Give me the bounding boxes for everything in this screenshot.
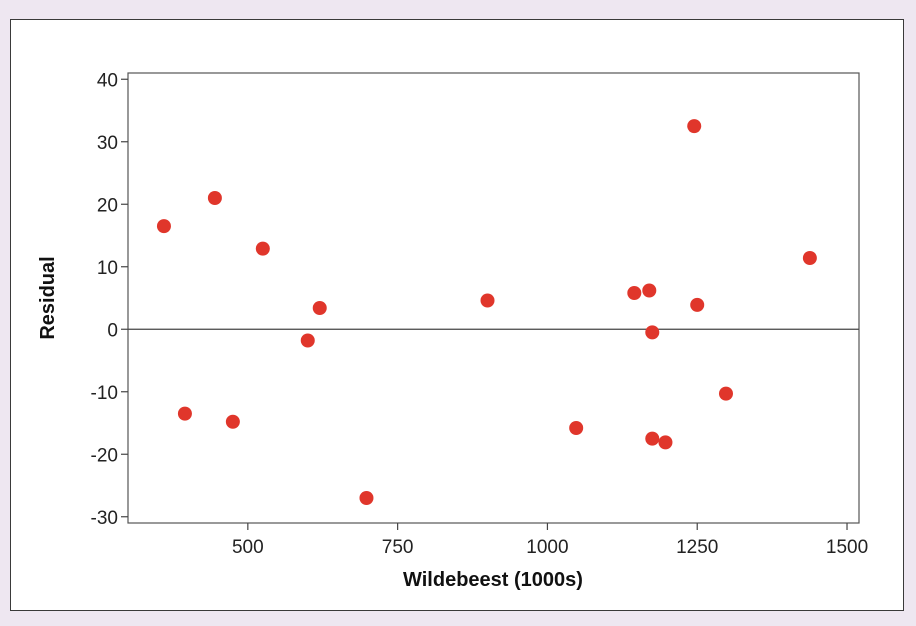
x-tick-label: 1250 xyxy=(676,537,718,558)
data-point xyxy=(312,301,327,315)
data-point xyxy=(225,414,240,429)
y-tick-label: 10 xyxy=(97,258,118,279)
y-tick-label: -10 xyxy=(91,383,118,404)
chart-frame: 40 30 20 10 0 -10 -20 -30 500 750 1000 1250 1500 Wi… xyxy=(10,19,904,611)
y-tick-label: 30 xyxy=(97,133,118,154)
x-tick-label: 1000 xyxy=(526,537,568,558)
data-point xyxy=(690,297,705,312)
x-tick-label: 500 xyxy=(232,537,264,558)
y-tick-label: 20 xyxy=(97,195,118,216)
scatter-chart: 40 30 20 10 0 -10 -20 -30 500 750 1000 1250 1500 Wi… xyxy=(37,70,868,591)
x-axis-ticks: 500 750 1000 1250 1500 xyxy=(232,523,868,558)
y-tick-label: -30 xyxy=(91,508,118,529)
data-point xyxy=(207,191,222,205)
y-tick-label: 0 xyxy=(107,320,118,341)
data-point xyxy=(255,241,270,256)
data-point xyxy=(642,283,657,298)
y-axis-title: Residual xyxy=(37,256,59,339)
y-tick-label: -20 xyxy=(91,445,118,466)
x-tick-label: 750 xyxy=(382,537,414,558)
data-points xyxy=(156,119,817,505)
data-point xyxy=(658,435,673,450)
y-axis-ticks: 40 30 20 10 0 -10 -20 -30 xyxy=(91,70,128,529)
data-point xyxy=(177,406,192,421)
data-point xyxy=(687,119,702,134)
data-point xyxy=(300,333,315,348)
data-point xyxy=(156,219,171,234)
data-point xyxy=(802,251,817,265)
data-point xyxy=(718,386,733,401)
data-point xyxy=(645,431,660,446)
data-point xyxy=(480,293,495,308)
y-tick-label: 40 xyxy=(97,70,118,91)
data-point xyxy=(359,491,374,505)
data-point xyxy=(627,286,642,300)
data-point xyxy=(645,325,660,340)
x-axis-title: Wildebeest (1000s) xyxy=(403,569,583,591)
x-tick-label: 1500 xyxy=(826,537,868,558)
data-point xyxy=(569,421,584,435)
